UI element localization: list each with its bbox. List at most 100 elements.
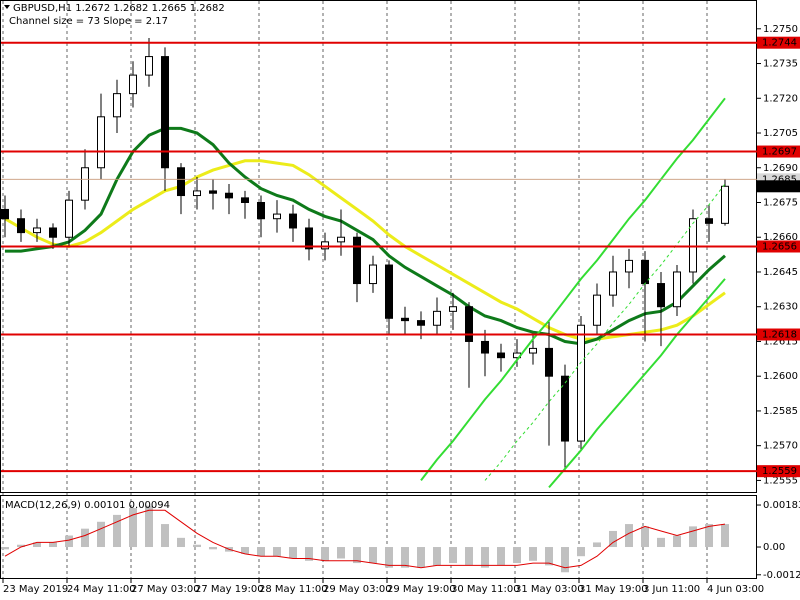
candle-body — [401, 317, 409, 322]
macd-bar — [641, 526, 649, 548]
y-tick-label: -0.00121 — [763, 570, 800, 581]
macd-bar — [465, 547, 473, 566]
y-tick-label: 1.2600 — [763, 371, 798, 382]
candle-body — [193, 190, 201, 197]
x-tick-label: 29 May 03:00 — [323, 584, 392, 595]
level-label-box — [757, 145, 800, 158]
candle-body — [721, 185, 729, 224]
candle-body — [529, 347, 537, 354]
macd-bar — [241, 547, 249, 554]
candle-body — [257, 201, 265, 220]
chart-title: GBPUSD,H1 1.2672 1.2682 1.2665 1.2682 — [13, 3, 225, 14]
candle-body — [161, 56, 169, 169]
x-tick-label: 31 May 03:00 — [515, 584, 584, 595]
x-tick-label: 28 May 11:00 — [259, 584, 328, 595]
macd-bar — [433, 547, 441, 566]
macd-bar — [353, 547, 361, 564]
x-tick-label: 4 Jun 03:00 — [707, 584, 764, 595]
candle-body — [577, 324, 585, 442]
y-tick-label: 1.2675 — [763, 197, 798, 208]
menu-icon[interactable] — [4, 5, 10, 9]
macd-bar — [161, 524, 169, 548]
y-tick-label: 0.00 — [763, 542, 785, 553]
macd-bar — [721, 524, 729, 548]
macd-bar — [705, 524, 713, 548]
candle-body — [369, 264, 377, 285]
candle-body — [321, 241, 329, 250]
bid-label-box — [757, 180, 800, 193]
macd-panel — [0, 495, 757, 579]
macd-bar — [145, 505, 153, 548]
y-tick-label: 0.00183 — [763, 500, 800, 511]
chart-subtitle: Channel size = 73 Slope = 2.17 — [9, 16, 168, 27]
macd-bar — [65, 535, 73, 548]
macd-bar — [113, 514, 121, 548]
y-tick-label: 1.2720 — [763, 93, 798, 104]
macd-bar — [337, 547, 345, 559]
y-tick-label: 1.2615 — [763, 336, 798, 347]
macd-bar — [513, 547, 521, 564]
level-label: 1.2618 — [762, 330, 797, 341]
macd-bar — [1, 547, 9, 550]
macd-bar — [689, 526, 697, 548]
x-tick-label: 27 May 19:00 — [195, 584, 264, 595]
macd-bar — [177, 537, 185, 548]
candle-body — [49, 227, 57, 238]
candle-body — [545, 347, 553, 377]
macd-bar — [385, 547, 393, 568]
macd-bar — [673, 535, 681, 548]
line — [484, 183, 726, 481]
macd-bar — [529, 547, 537, 561]
macd-bar — [625, 524, 633, 548]
candle-body — [113, 93, 121, 118]
macd-bar — [369, 547, 377, 564]
candle-body — [705, 218, 713, 224]
macd-bar — [193, 544, 201, 548]
y-tick-label: 1.2660 — [763, 232, 798, 243]
x-tick-label: 27 May 03:00 — [131, 584, 200, 595]
x-tick-label: 31 May 19:00 — [579, 584, 648, 595]
macd-bar — [33, 542, 41, 548]
candle-body — [465, 306, 473, 342]
level-label-box — [757, 328, 800, 341]
candle-body — [145, 56, 153, 76]
y-tick-label: 1.2735 — [763, 59, 798, 70]
candle-body — [433, 310, 441, 326]
level-label-box — [757, 465, 800, 478]
candle-body — [689, 218, 697, 273]
line — [4, 509, 726, 569]
candle-body — [337, 236, 345, 243]
candle-body — [241, 197, 249, 203]
macd-bar — [81, 528, 89, 548]
x-tick-label: 30 May 11:00 — [451, 584, 520, 595]
y-tick-label: 1.2555 — [763, 475, 798, 486]
macd-bar — [657, 537, 665, 548]
candle-body — [417, 320, 425, 326]
macd-bar — [49, 542, 57, 548]
candle-body — [305, 227, 313, 250]
candle-body — [609, 271, 617, 296]
macd-bar — [545, 547, 553, 566]
macd-bar — [257, 547, 265, 557]
macd-bar — [497, 547, 505, 566]
candle-body — [561, 375, 569, 442]
macd-bar — [609, 530, 617, 548]
macd-bar — [305, 547, 313, 561]
x-tick-label: 29 May 19:00 — [387, 584, 456, 595]
candle-body — [81, 167, 89, 201]
level-label-box — [757, 240, 800, 253]
line — [4, 159, 726, 341]
ask-label: 1.2685 — [762, 174, 797, 185]
macd-bar — [449, 547, 457, 564]
y-tick-label: 1.2690 — [763, 163, 798, 174]
y-tick-label: 1.2705 — [763, 128, 798, 139]
macd-bar — [577, 547, 585, 557]
candle-body — [65, 199, 73, 238]
candle-body — [593, 294, 601, 326]
candle-body — [625, 259, 633, 273]
macd-title: MACD(12,26,9) 0.00101 0.00094 — [5, 500, 170, 511]
candle-body — [481, 340, 489, 354]
macd-bar — [401, 547, 409, 568]
